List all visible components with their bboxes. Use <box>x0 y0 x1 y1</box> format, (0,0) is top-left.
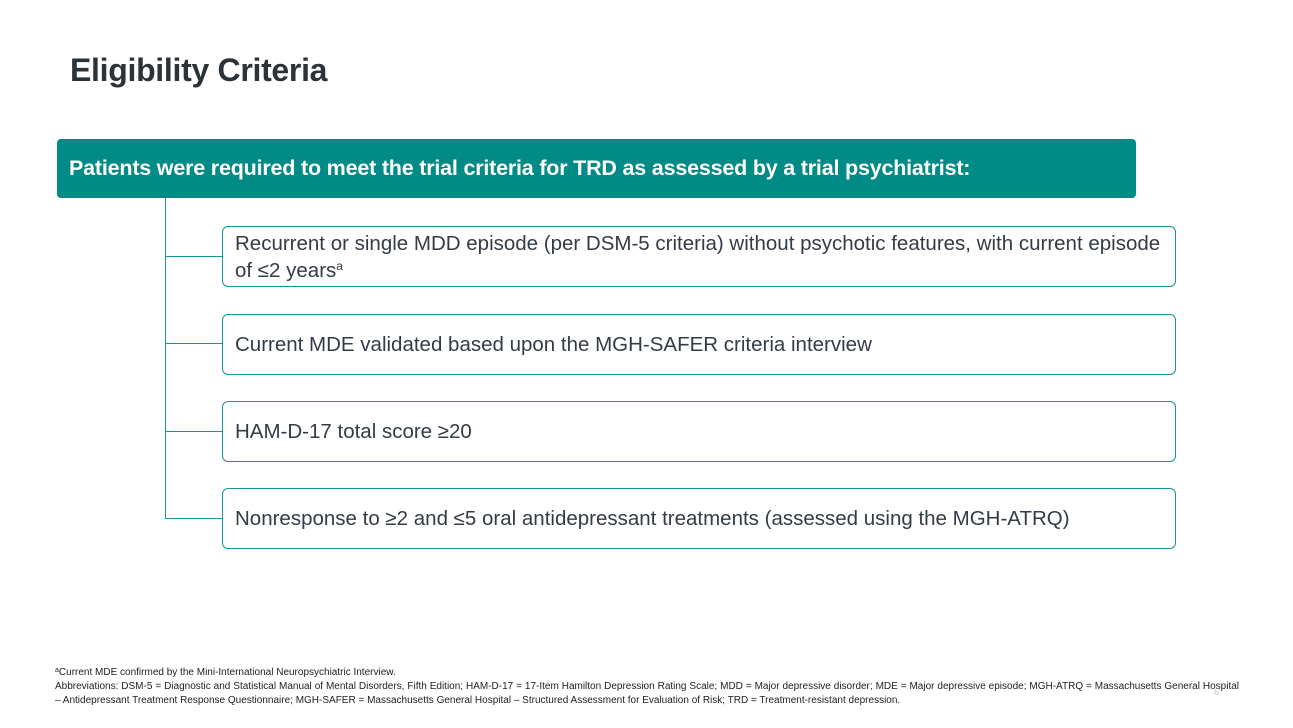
connector-trunk-line <box>165 198 166 519</box>
footnote-marker: a <box>55 667 59 674</box>
connector-branch-2 <box>165 343 223 344</box>
criterion-text-2: Current MDE validated based upon the MGH… <box>235 333 872 356</box>
abbreviations-text: Abbreviations: DSM-5 = Diagnostic and St… <box>55 681 1239 706</box>
criterion-box-2: Current MDE validated based upon the MGH… <box>222 314 1176 375</box>
criteria-header-bar: Patients were required to meet the trial… <box>57 139 1136 198</box>
criterion-text-3: HAM-D-17 total score ≥20 <box>235 420 472 443</box>
footnote-a: aCurrent MDE confirmed by the Mini-Inter… <box>55 666 1239 680</box>
connector-branch-1 <box>165 256 223 257</box>
criterion-text-1: Recurrent or single MDD episode (per DSM… <box>235 231 1161 282</box>
footnotes: aCurrent MDE confirmed by the Mini-Inter… <box>55 666 1239 708</box>
connector-branch-4 <box>165 518 223 519</box>
criterion-text-4: Nonresponse to ≥2 and ≤5 oral antidepres… <box>235 507 1070 530</box>
slide-title: Eligibility Criteria <box>70 52 328 88</box>
criterion-box-4: Nonresponse to ≥2 and ≤5 oral antidepres… <box>222 488 1176 549</box>
footnote-text: Current MDE confirmed by the Mini-Intern… <box>58 667 396 678</box>
connector-branch-3 <box>165 431 223 432</box>
criterion-box-1: Recurrent or single MDD episode (per DSM… <box>222 226 1176 287</box>
criterion-footnote-marker: a <box>336 258 343 273</box>
criterion-box-3: HAM-D-17 total score ≥20 <box>222 401 1176 462</box>
slide-number: 6 <box>1214 687 1220 697</box>
criteria-header-text: Patients were required to meet the trial… <box>69 156 971 180</box>
